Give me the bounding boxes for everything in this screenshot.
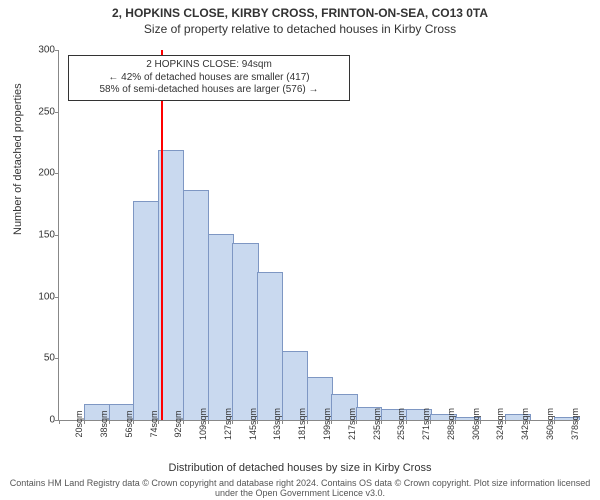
x-tick-label: 288sqm: [446, 408, 456, 440]
x-tick-mark: [183, 420, 184, 424]
x-tick-label: 324sqm: [495, 408, 505, 440]
title-sub: Size of property relative to detached ho…: [0, 22, 600, 36]
x-tick-mark: [480, 420, 481, 424]
y-tick-label: 50: [44, 353, 55, 364]
x-tick-label: 342sqm: [520, 408, 530, 440]
reference-line: [161, 50, 163, 420]
histogram-bar: [133, 201, 159, 420]
footer-attribution: Contains HM Land Registry data © Crown c…: [0, 478, 600, 498]
x-tick-mark: [381, 420, 382, 424]
x-tick-mark: [158, 420, 159, 424]
x-tick-mark: [554, 420, 555, 424]
y-axis-label: Number of detached properties: [12, 83, 24, 235]
x-tick-mark: [133, 420, 134, 424]
x-tick-mark: [455, 420, 456, 424]
x-tick-label: 271sqm: [421, 408, 431, 440]
x-tick-label: 306sqm: [471, 408, 481, 440]
x-tick-mark: [232, 420, 233, 424]
x-tick-mark: [257, 420, 258, 424]
y-tick-label: 200: [38, 168, 55, 179]
x-tick-mark: [430, 420, 431, 424]
y-tick-mark: [55, 173, 59, 174]
y-tick-mark: [55, 235, 59, 236]
y-tick-mark: [55, 297, 59, 298]
y-tick-label: 300: [38, 45, 55, 56]
x-tick-label: 378sqm: [570, 408, 580, 440]
x-tick-mark: [208, 420, 209, 424]
y-tick-label: 250: [38, 106, 55, 117]
y-tick-label: 100: [38, 291, 55, 302]
histogram-bar: [183, 190, 209, 420]
x-tick-label: 360sqm: [545, 408, 555, 440]
x-axis-label: Distribution of detached houses by size …: [0, 462, 600, 474]
x-tick-mark: [307, 420, 308, 424]
y-tick-label: 150: [38, 230, 55, 241]
annotation-box: 2 HOPKINS CLOSE: 94sqm← 42% of detached …: [68, 55, 350, 101]
x-tick-mark: [505, 420, 506, 424]
title-main: 2, HOPKINS CLOSE, KIRBY CROSS, FRINTON-O…: [0, 6, 600, 20]
y-tick-mark: [55, 112, 59, 113]
y-tick-mark: [55, 358, 59, 359]
x-tick-mark: [331, 420, 332, 424]
annotation-line: 58% of semi-detached houses are larger (…: [75, 84, 343, 97]
y-tick-mark: [55, 50, 59, 51]
x-tick-mark: [282, 420, 283, 424]
annotation-line: 2 HOPKINS CLOSE: 94sqm: [75, 59, 343, 72]
x-tick-mark: [356, 420, 357, 424]
x-tick-mark: [59, 420, 60, 424]
x-tick-mark: [406, 420, 407, 424]
x-tick-mark: [84, 420, 85, 424]
plot-area: 05010015020025030020sqm38sqm56sqm74sqm92…: [58, 50, 579, 421]
annotation-line: ← 42% of detached houses are smaller (41…: [75, 72, 343, 85]
x-tick-mark: [109, 420, 110, 424]
histogram-bar: [232, 243, 258, 420]
x-tick-mark: [529, 420, 530, 424]
title-block: 2, HOPKINS CLOSE, KIRBY CROSS, FRINTON-O…: [0, 0, 600, 36]
chart-area: 05010015020025030020sqm38sqm56sqm74sqm92…: [58, 50, 578, 420]
histogram-bar: [208, 234, 234, 420]
histogram-bar: [257, 272, 283, 420]
